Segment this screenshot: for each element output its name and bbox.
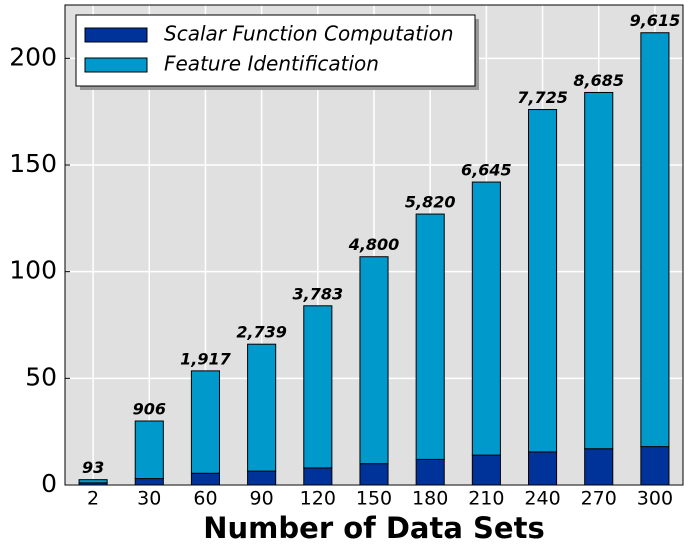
x-tick-label: 150 [356,488,392,510]
x-tick-label: 90 [250,488,274,510]
total-label: 5,820 [405,193,456,212]
legend-swatch [84,27,148,43]
legend-label: Scalar Function Computation [164,22,454,46]
bar-segment [134,478,164,486]
bar-segment [190,472,220,486]
x-tick-label: 120 [300,488,336,510]
total-label: 93 [82,458,104,477]
bar-segment [247,470,277,486]
y-tick-label: 150 [9,149,57,178]
bar-segment [247,343,277,472]
total-label: 4,800 [348,235,400,254]
bar-segment [415,458,445,486]
plot-frame [64,4,684,486]
bar-segment [584,448,614,486]
total-label: 906 [133,400,166,419]
bar-segment [134,420,164,480]
y-tick-label: 0 [41,469,57,498]
x-tick-label: 2 [87,488,99,510]
bar-segment [471,454,501,486]
bar-segment [640,32,670,448]
x-tick-label: 30 [137,488,161,510]
total-label: 1,917 [180,349,231,368]
y-tick-label: 200 [9,42,57,71]
bar-segment [415,213,445,460]
bar-segment [528,109,558,453]
x-tick-label: 180 [412,488,448,510]
total-label: 6,645 [461,161,512,180]
bar-segment [303,305,333,469]
x-axis-label: Number of Data Sets [203,511,544,545]
x-tick-label: 60 [193,488,217,510]
x-tick-label: 210 [468,488,504,510]
legend-swatch [84,57,148,73]
bar-segment [528,451,558,486]
bar-segment [359,256,389,465]
bars [78,32,670,486]
legend: Scalar Function Computation Feature Iden… [75,14,479,90]
total-label: 8,685 [573,71,624,90]
y-tick-label: 50 [25,362,57,391]
total-label: 9,615 [630,11,681,30]
legend-label: Feature Identification [164,52,379,76]
total-label: 7,725 [517,88,568,107]
x-tick-label: 300 [637,488,673,510]
y-tick-label: 100 [9,256,57,285]
bar-segment [78,479,108,484]
bar-segment [359,463,389,486]
total-label: 3,783 [293,284,344,303]
x-tick-label: 240 [524,488,560,510]
bar-segment [471,181,501,456]
legend-box [75,14,476,87]
x-tick-label: 270 [581,488,617,510]
bar-segment [584,91,614,450]
bar-segment [640,446,670,486]
bar-segment [303,467,333,486]
bar-segment [190,370,220,474]
total-label: 2,739 [236,323,287,342]
